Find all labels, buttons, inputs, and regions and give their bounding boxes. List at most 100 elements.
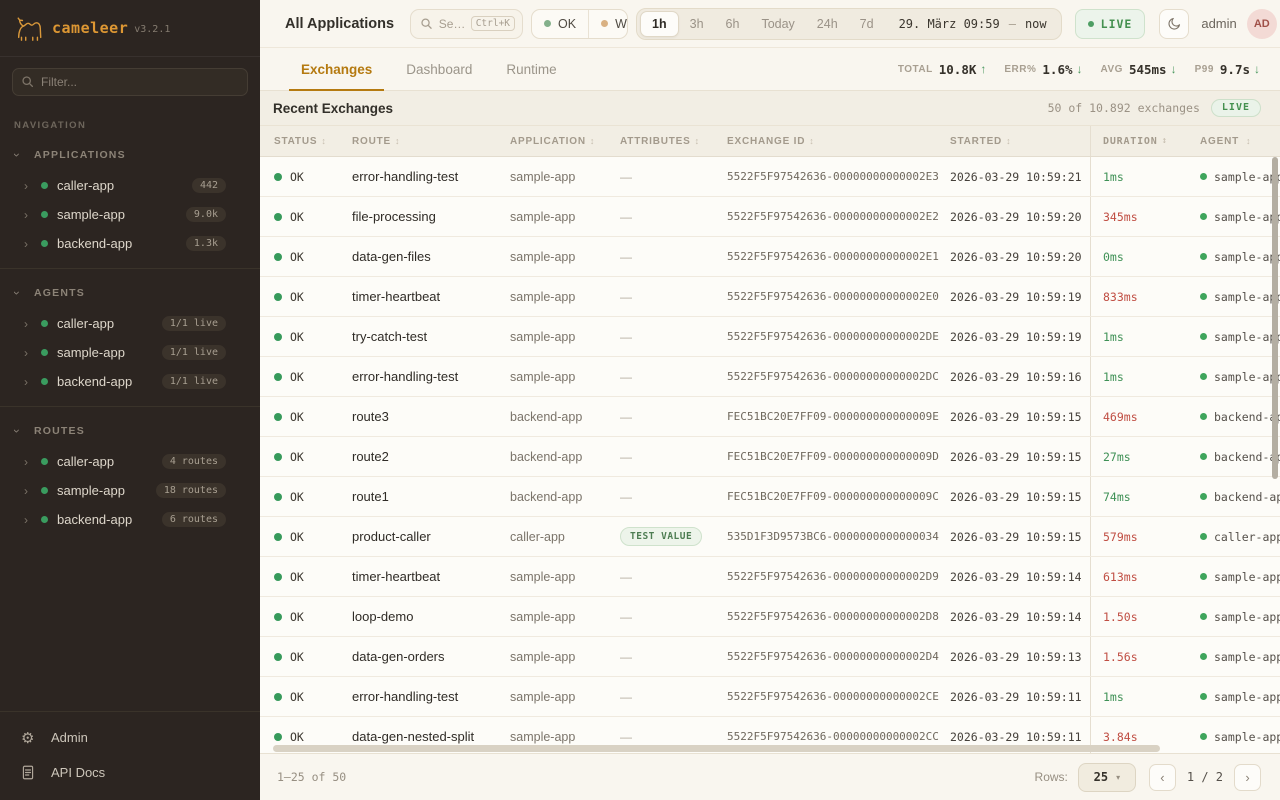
live-badge: LIVE <box>1210 99 1261 117</box>
chevron-right-icon: › <box>24 483 28 498</box>
sidebar-item-sample-app[interactable]: › sample-app 18 routes <box>0 476 260 505</box>
section-header-applications[interactable]: › APPLICATIONS <box>0 143 260 167</box>
table-row[interactable]: OK data-gen-files sample-app — 5522F5F975426… <box>260 237 1280 277</box>
chevron-right-icon: › <box>24 316 28 331</box>
sidebar-item-sample-app[interactable]: › sample-app 9.0k <box>0 200 260 229</box>
started-cell: 2026-03-29 10:59:19 <box>950 289 1082 304</box>
section-header-agents[interactable]: › AGENTS <box>0 281 260 305</box>
time-range-24h[interactable]: 24h <box>806 12 849 36</box>
started-cell: 2026-03-29 10:59:14 <box>950 609 1082 624</box>
exchange-id-cell: 535D1F3D9573BC6-0000000000000034 <box>727 530 939 543</box>
section-label: ROUTES <box>34 425 85 437</box>
vertical-scrollbar[interactable] <box>1272 157 1278 479</box>
search-icon <box>421 18 432 29</box>
live-toggle-button[interactable]: LIVE <box>1074 8 1146 39</box>
attributes-cell: — <box>620 729 632 744</box>
table-row[interactable]: OK data-gen-nested-split sample-app — 5522F5… <box>260 717 1280 753</box>
horizontal-scrollbar[interactable] <box>273 745 1160 752</box>
sidebar-filter-input[interactable] <box>12 68 248 96</box>
table-row[interactable]: OK timer-heartbeat sample-app — 5522F5F97542… <box>260 277 1280 317</box>
time-range-today[interactable]: Today <box>750 12 805 36</box>
trend-arrow-icon: ↓ <box>1254 62 1260 76</box>
table-row[interactable]: OK try-catch-test sample-app — 5522F5F975426… <box>260 317 1280 357</box>
sidebar-item-backend-app[interactable]: › backend-app 1.3k <box>0 229 260 258</box>
rows-per-page-select[interactable]: 25 ▾ <box>1077 762 1136 792</box>
table-row[interactable]: OK timer-heartbeat sample-app — 5522F5F97542… <box>260 557 1280 597</box>
recent-exchanges-bar: Recent Exchanges 50 of 10.892 exchanges … <box>260 91 1280 125</box>
section-header-routes[interactable]: › ROUTES <box>0 419 260 443</box>
attributes-cell: — <box>620 289 632 304</box>
duration-cell: 345ms <box>1090 197 1188 236</box>
duration-cell: 27ms <box>1090 437 1188 476</box>
sidebar-link-admin[interactable]: ⚙ Admin <box>21 729 88 747</box>
search-box[interactable]: Ctrl+K <box>410 8 524 39</box>
column-header-duration[interactable]: DURATION ↕ <box>1090 126 1188 156</box>
table-row[interactable]: OK data-gen-orders sample-app — 5522F5F97542… <box>260 637 1280 677</box>
chevron-right-icon: › <box>24 374 28 389</box>
sidebar-item-sample-app[interactable]: › sample-app 1/1 live <box>0 338 260 367</box>
tab-runtime[interactable]: Runtime <box>494 48 568 90</box>
sort-icon: ↕ <box>1246 136 1251 146</box>
chevron-right-icon: › <box>24 454 28 469</box>
time-range-6h[interactable]: 6h <box>715 12 751 36</box>
avatar[interactable]: AD <box>1246 8 1277 39</box>
gear-icon: ⚙ <box>21 729 35 747</box>
table-row[interactable]: OK file-processing sample-app — 5522F5F97542… <box>260 197 1280 237</box>
time-range-3h[interactable]: 3h <box>679 12 715 36</box>
table-row[interactable]: OK product-caller caller-app TEST VALUE 535D… <box>260 517 1280 557</box>
global-search-input[interactable] <box>438 16 471 31</box>
table-row[interactable]: OK error-handling-test sample-app — 5522F5F9… <box>260 157 1280 197</box>
route-cell: route1 <box>352 489 389 504</box>
dark-mode-toggle[interactable] <box>1159 8 1190 39</box>
column-header-started[interactable]: STARTED ↕ <box>950 126 1090 156</box>
duration-cell: 833ms <box>1090 277 1188 316</box>
column-header-status[interactable]: STATUS ↕ <box>274 126 352 156</box>
agent-name: sample-app-1 <box>1214 369 1280 384</box>
time-range-group: 1h 3h 6h Today 24h 7d <box>640 10 885 37</box>
agent-name: sample-app-1 <box>1214 169 1280 184</box>
column-header-route[interactable]: ROUTE ↕ <box>352 126 510 156</box>
table-row[interactable]: OK route2 backend-app — FEC51BC20E7FF09-0000… <box>260 437 1280 477</box>
status-filter-warn[interactable]: Warn <box>588 9 627 38</box>
table-row[interactable]: OK loop-demo sample-app — 5522F5F97542636-00… <box>260 597 1280 637</box>
sidebar-footer: ⚙ Admin API Docs <box>0 711 260 800</box>
table-row[interactable]: OK route1 backend-app — FEC51BC20E7FF09-0000… <box>260 477 1280 517</box>
column-header-attributes[interactable]: ATTRIBUTES ↕ <box>620 126 727 156</box>
status-dot <box>41 211 48 218</box>
sidebar-item-caller-app[interactable]: › caller-app 4 routes <box>0 447 260 476</box>
route-cell: try-catch-test <box>352 329 428 344</box>
status-filter-dot <box>601 20 609 27</box>
duration-cell: 579ms <box>1090 517 1188 556</box>
ok-status-dot <box>274 572 282 581</box>
table-footer: 1–25 of 50 Rows: 25 ▾ ‹ 1 / 2 › <box>260 753 1280 800</box>
sidebar-item-caller-app[interactable]: › caller-app 442 <box>0 171 260 200</box>
table-row[interactable]: OK route3 backend-app — FEC51BC20E7FF09-0000… <box>260 397 1280 437</box>
app-name: cameleer <box>52 19 129 37</box>
table-row[interactable]: OK error-handling-test sample-app — 5522F5F9… <box>260 357 1280 397</box>
sidebar-item-backend-app[interactable]: › backend-app 1/1 live <box>0 367 260 396</box>
sidebar-link-api-docs[interactable]: API Docs <box>0 755 260 790</box>
exchange-id-cell: 5522F5F97542636-00000000000002E1 <box>727 250 939 263</box>
time-range-7d[interactable]: 7d <box>849 12 885 36</box>
status-filter-ok[interactable]: OK <box>532 10 588 38</box>
attributes-cell: — <box>620 569 632 584</box>
time-range-1h[interactable]: 1h <box>640 10 679 37</box>
moon-icon <box>1168 17 1180 30</box>
tab-dashboard[interactable]: Dashboard <box>394 48 484 90</box>
user-name[interactable]: admin <box>1201 16 1237 31</box>
column-header-agent[interactable]: AGENT ↕ <box>1188 126 1280 156</box>
column-header-exchange-id[interactable]: EXCHANGE ID ↕ <box>727 126 950 156</box>
table-row[interactable]: OK error-handling-test sample-app — 5522F5F9… <box>260 677 1280 717</box>
duration-cell: 1.50s <box>1090 597 1188 636</box>
duration-cell: 1ms <box>1090 677 1188 716</box>
tab-exchanges[interactable]: Exchanges <box>289 48 385 91</box>
sidebar-item-backend-app[interactable]: › backend-app 6 routes <box>0 505 260 534</box>
exchange-id-cell: FEC51BC20E7FF09-000000000000009C <box>727 490 939 503</box>
prev-page-button[interactable]: ‹ <box>1148 763 1176 791</box>
app-logo[interactable]: cameleer v3.2.1 <box>0 0 260 57</box>
status-cell: OK <box>274 557 352 596</box>
sidebar-item-label: caller-app <box>57 454 115 469</box>
column-header-application[interactable]: APPLICATION ↕ <box>510 126 620 156</box>
sidebar-item-caller-app[interactable]: › caller-app 1/1 live <box>0 309 260 338</box>
next-page-button[interactable]: › <box>1234 763 1261 791</box>
